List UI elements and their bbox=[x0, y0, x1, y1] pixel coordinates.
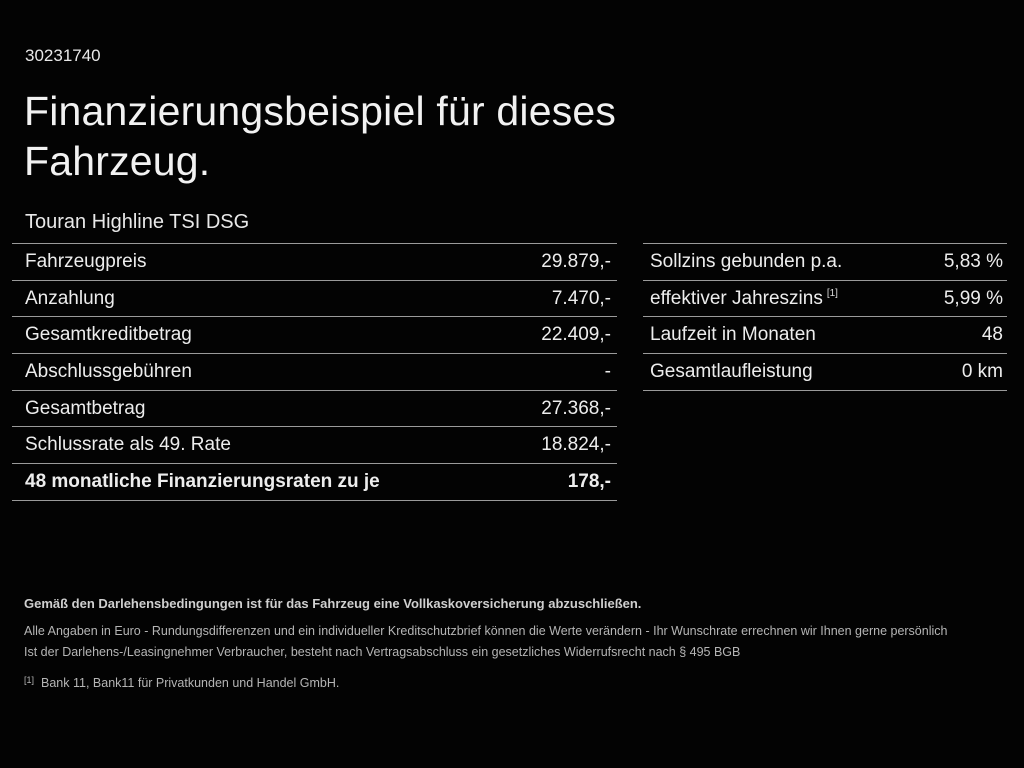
rate-table: Sollzins gebunden p.a. 5,83 % effektiver… bbox=[643, 243, 1007, 391]
footer-notes: Gemäß den Darlehensbedingungen ist für d… bbox=[24, 596, 989, 690]
footnote: [1] Bank 11, Bank11 für Privatkunden und … bbox=[24, 675, 989, 690]
insurance-note: Gemäß den Darlehensbedingungen ist für d… bbox=[24, 596, 642, 611]
table-row-fahrzeugpreis: Fahrzeugpreis 29.879,- bbox=[12, 243, 617, 280]
row-label: effektiver Jahreszins [1] bbox=[650, 287, 838, 309]
page-title: Finanzierungsbeispiel für dieses Fahrzeu… bbox=[24, 86, 616, 186]
table-row-sollzins: Sollzins gebunden p.a. 5,83 % bbox=[643, 243, 1007, 280]
table-row-effektiver-jahreszins: effektiver Jahreszins [1] 5,99 % bbox=[643, 279, 1007, 317]
table-row-schlussrate: Schlussrate als 49. Rate 18.824,- bbox=[12, 426, 617, 463]
financing-table: Fahrzeugpreis 29.879,- Anzahlung 7.470,-… bbox=[12, 243, 617, 501]
page-title-line1: Finanzierungsbeispiel für dieses bbox=[24, 88, 617, 134]
table-row-laufzeit: Laufzeit in Monaten 48 bbox=[643, 316, 1007, 353]
row-label: Sollzins gebunden p.a. bbox=[650, 250, 843, 272]
footnote-text: Bank 11, Bank11 für Privatkunden und Han… bbox=[41, 676, 340, 690]
row-label: Gesamtkreditbetrag bbox=[25, 324, 192, 346]
row-value: 7.470,- bbox=[551, 287, 611, 309]
table-row-abschlussgebuehren: Abschlussgebühren - bbox=[12, 353, 617, 390]
row-label: Laufzeit in Monaten bbox=[650, 324, 816, 346]
row-value: 22.409,- bbox=[541, 324, 611, 346]
row-value: - bbox=[604, 360, 611, 382]
disclaimer-line2: Ist der Darlehens-/Leasingnehmer Verbrau… bbox=[24, 645, 741, 659]
row-value: 0 km bbox=[961, 360, 1003, 382]
row-label: Fahrzeugpreis bbox=[25, 250, 147, 272]
page-title-line2: Fahrzeug. bbox=[24, 138, 211, 184]
row-value: 18.824,- bbox=[541, 434, 611, 456]
row-value: 27.368,- bbox=[541, 397, 611, 419]
row-label: Gesamtbetrag bbox=[25, 397, 146, 419]
footnote-marker: [1] bbox=[24, 675, 35, 685]
row-label: Abschlussgebühren bbox=[25, 360, 192, 382]
vehicle-name: Touran Highline TSI DSG bbox=[25, 211, 250, 233]
table-row-gesamtkreditbetrag: Gesamtkreditbetrag 22.409,- bbox=[12, 316, 617, 353]
row-label: 48 monatliche Finanzierungsraten zu je bbox=[25, 470, 380, 492]
row-value: 178,- bbox=[567, 470, 611, 492]
row-label: Gesamtlaufleistung bbox=[650, 360, 813, 382]
row-value: 5,83 % bbox=[943, 250, 1003, 272]
row-value: 48 bbox=[981, 324, 1003, 346]
disclaimer-line1: Alle Angaben in Euro - Rundungsdifferenz… bbox=[24, 624, 948, 638]
row-value: 29.879,- bbox=[541, 250, 611, 272]
table-row-gesamtbetrag: Gesamtbetrag 27.368,- bbox=[12, 389, 617, 427]
table-row-monatsrate: 48 monatliche Finanzierungsraten zu je 1… bbox=[12, 463, 617, 501]
table-row-anzahlung: Anzahlung 7.470,- bbox=[12, 279, 617, 317]
table-row-gesamtlaufleistung: Gesamtlaufleistung 0 km bbox=[643, 353, 1007, 391]
row-label: Anzahlung bbox=[25, 287, 115, 309]
vehicle-id: 30231740 bbox=[25, 46, 101, 65]
row-value: 5,99 % bbox=[943, 287, 1003, 309]
row-label: Schlussrate als 49. Rate bbox=[25, 434, 231, 456]
footnote-ref: [1] bbox=[826, 288, 838, 300]
